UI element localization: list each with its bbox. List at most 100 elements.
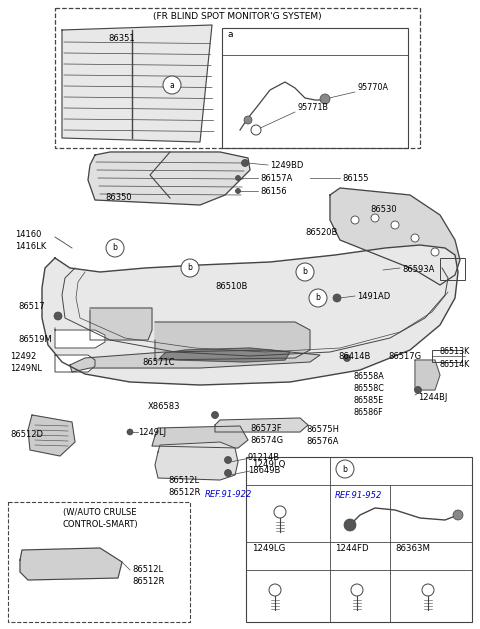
Text: 1249LG: 1249LG <box>252 544 286 553</box>
Text: 86350: 86350 <box>105 193 132 202</box>
Text: 86514K: 86514K <box>440 360 470 369</box>
Circle shape <box>212 411 218 418</box>
Text: 1244FD: 1244FD <box>335 544 369 553</box>
Circle shape <box>127 429 133 435</box>
Text: 86512D: 86512D <box>10 430 43 439</box>
Text: 86558A: 86558A <box>353 372 384 381</box>
Text: b: b <box>315 294 321 303</box>
Circle shape <box>236 189 240 194</box>
Circle shape <box>181 259 199 277</box>
Circle shape <box>431 248 439 256</box>
Text: 1491AD: 1491AD <box>357 292 390 301</box>
Text: 86574G: 86574G <box>250 436 283 445</box>
Polygon shape <box>155 322 310 360</box>
Text: 86512R: 86512R <box>132 577 164 586</box>
Circle shape <box>225 469 231 477</box>
Circle shape <box>351 584 363 596</box>
Polygon shape <box>155 442 238 480</box>
Text: b: b <box>188 264 192 272</box>
Text: b: b <box>113 243 118 252</box>
Text: 86156: 86156 <box>260 187 287 196</box>
Circle shape <box>309 289 327 307</box>
Text: 86519M: 86519M <box>18 335 52 344</box>
Circle shape <box>422 584 434 596</box>
Circle shape <box>244 116 252 124</box>
Polygon shape <box>152 426 248 448</box>
Polygon shape <box>55 355 95 372</box>
Polygon shape <box>90 308 152 340</box>
Text: (W/AUTO CRULSE: (W/AUTO CRULSE <box>63 508 137 517</box>
Circle shape <box>225 457 231 464</box>
Text: b: b <box>343 464 348 474</box>
Text: 86517: 86517 <box>18 302 45 311</box>
Text: 1249BD: 1249BD <box>270 161 303 170</box>
Circle shape <box>269 584 281 596</box>
Circle shape <box>106 239 124 257</box>
Text: a: a <box>169 81 174 89</box>
Circle shape <box>371 214 379 222</box>
Bar <box>8 502 190 622</box>
Polygon shape <box>415 360 440 390</box>
Polygon shape <box>160 348 290 362</box>
Text: 86414B: 86414B <box>338 352 371 361</box>
Circle shape <box>274 506 286 518</box>
Circle shape <box>453 510 463 520</box>
Text: 1249LJ: 1249LJ <box>138 428 166 437</box>
Circle shape <box>351 216 359 224</box>
Circle shape <box>163 76 181 94</box>
Text: 18649B: 18649B <box>248 466 280 475</box>
Text: 86512L: 86512L <box>168 476 199 485</box>
Circle shape <box>344 519 356 531</box>
Text: 86512L: 86512L <box>132 565 163 574</box>
Text: 86576A: 86576A <box>306 437 338 446</box>
Circle shape <box>320 94 330 104</box>
Circle shape <box>411 234 419 242</box>
Text: 91214B: 91214B <box>248 453 280 462</box>
Text: 86573F: 86573F <box>250 424 282 433</box>
Text: 86510B: 86510B <box>215 282 247 291</box>
Polygon shape <box>20 548 122 580</box>
Polygon shape <box>88 152 250 205</box>
Text: 86593A: 86593A <box>402 265 434 274</box>
Text: REF.91-922: REF.91-922 <box>205 490 252 499</box>
Text: 1416LK: 1416LK <box>15 242 46 251</box>
Bar <box>440 258 465 280</box>
Circle shape <box>336 460 354 478</box>
Text: 86351: 86351 <box>108 34 134 43</box>
Text: 86363M: 86363M <box>395 544 430 553</box>
Text: 86571C: 86571C <box>142 358 175 367</box>
Text: 86513K: 86513K <box>440 347 470 356</box>
Polygon shape <box>215 418 308 432</box>
Text: 1249LQ: 1249LQ <box>252 460 286 469</box>
Circle shape <box>54 312 62 320</box>
Circle shape <box>241 160 249 167</box>
Polygon shape <box>42 245 458 385</box>
Text: REF.91-952: REF.91-952 <box>335 491 383 500</box>
Text: 12492: 12492 <box>10 352 36 361</box>
Circle shape <box>415 386 421 394</box>
Text: 95770A: 95770A <box>357 84 388 92</box>
Text: 86530: 86530 <box>370 205 396 214</box>
Text: CONTROL-SMART): CONTROL-SMART) <box>62 520 138 529</box>
Polygon shape <box>62 25 212 142</box>
Text: 86157A: 86157A <box>260 174 292 183</box>
Text: 95771B: 95771B <box>297 104 328 113</box>
Text: 86517G: 86517G <box>388 352 421 361</box>
Text: a: a <box>227 30 232 39</box>
Text: 14160: 14160 <box>15 230 41 239</box>
Circle shape <box>296 263 314 281</box>
Circle shape <box>236 175 240 181</box>
Text: 86155: 86155 <box>342 174 369 183</box>
Text: 86575H: 86575H <box>306 425 339 434</box>
Polygon shape <box>28 415 75 456</box>
Text: 86558C: 86558C <box>353 384 384 393</box>
Text: b: b <box>302 267 307 277</box>
Text: 86520B: 86520B <box>305 228 337 237</box>
Polygon shape <box>330 188 460 285</box>
Text: X86583: X86583 <box>148 402 180 411</box>
Text: (FR BLIND SPOT MONITOR'G SYSTEM): (FR BLIND SPOT MONITOR'G SYSTEM) <box>153 12 321 21</box>
Bar <box>222 28 408 148</box>
Bar <box>432 350 462 362</box>
Text: 1249NL: 1249NL <box>10 364 42 373</box>
Circle shape <box>333 294 341 302</box>
